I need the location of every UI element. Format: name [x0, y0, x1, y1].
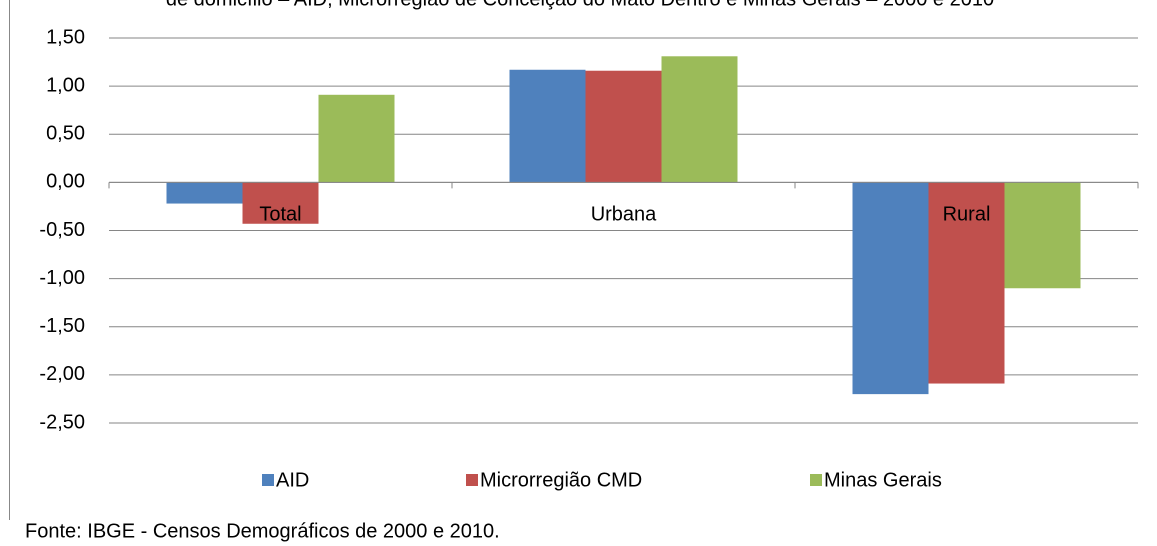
- bar: [852, 182, 929, 395]
- y-tick-label: 0,50: [46, 123, 85, 145]
- bar: [1004, 182, 1081, 289]
- legend-label: Microrregião CMD: [480, 469, 642, 491]
- y-tick-label: -2,00: [39, 363, 85, 385]
- bar: [242, 182, 319, 224]
- y-tick-label: 1,00: [46, 74, 85, 96]
- legend-swatch: [466, 474, 478, 486]
- bar: [661, 56, 738, 183]
- y-tick-label: -1,50: [39, 315, 85, 337]
- legend-label: AID: [276, 469, 309, 491]
- chart-title: de domicílio – AID, Microrregião de Conc…: [166, 0, 994, 10]
- bar: [318, 94, 395, 183]
- y-tick-label: -2,50: [39, 411, 85, 433]
- legend-swatch: [810, 474, 822, 486]
- x-tick-label: Rural: [943, 204, 991, 226]
- bar: [166, 182, 243, 204]
- bar: [585, 70, 662, 183]
- y-tick-label: 0,00: [46, 171, 85, 193]
- y-tick-label: -1,00: [39, 267, 85, 289]
- legend-label: Minas Gerais: [824, 469, 942, 491]
- legend-swatch: [262, 474, 274, 486]
- bar: [928, 182, 1005, 384]
- y-tick-label: 1,50: [46, 26, 85, 48]
- y-tick-label: -0,50: [39, 219, 85, 241]
- x-tick-label: Urbana: [591, 204, 657, 226]
- source: Fonte: IBGE - Censos Demográficos de 200…: [25, 520, 500, 542]
- x-tick-label: Total: [259, 204, 301, 226]
- bar: [509, 69, 586, 183]
